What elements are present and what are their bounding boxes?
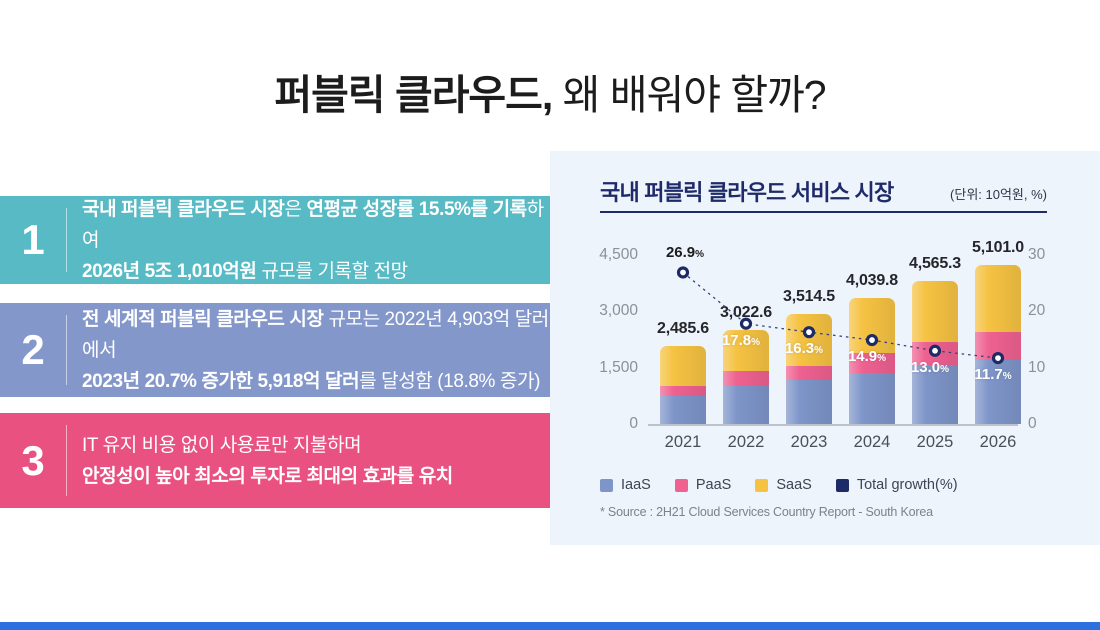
bar-segment-iaas [849, 372, 895, 424]
growth-percent-label: 17.8% [721, 331, 761, 349]
x-axis-line [648, 424, 1018, 426]
chart-source: * Source : 2H21 Cloud Services Country R… [600, 505, 933, 519]
point-line: IT 유지 비용 없이 사용료만 지불하며 [82, 434, 362, 456]
x-axis-label: 2024 [853, 433, 891, 451]
growth-percent-label: 16.3% [784, 340, 824, 358]
x-axis-label: 2023 [790, 433, 828, 451]
footer-accent-bar [0, 622, 1100, 630]
y-axis-left-tick: 0 [629, 415, 638, 432]
bar-segment-iaas [786, 380, 832, 424]
bar-value-label: 4,039.8 [846, 271, 898, 289]
y-axis-right-tick: 20 [1028, 302, 1046, 320]
point-number: 3 [21, 436, 45, 484]
growth-marker [676, 266, 690, 279]
title-segment: 퍼블릭 클라우드, [274, 72, 553, 118]
chart-panel: 국내 퍼블릭 클라우드 서비스 시장 (단위: 10억원, %) 4,500 3,… [550, 151, 1100, 545]
bar-highlight [975, 264, 1021, 424]
page-title: 퍼블릭 클라우드, 왜 배워야 할까? [0, 70, 1100, 120]
y-axis-right-tick: 10 [1028, 358, 1046, 376]
growth-percent-label: 13.0% [910, 358, 950, 376]
x-axis-label: 2025 [916, 433, 954, 451]
chart-title: 국내 퍼블릭 클라우드 서비스 시장 [600, 180, 894, 205]
bar-segment-iaas [975, 359, 1021, 424]
point-line: 2026년 5조 1,010억원 규모를 기록할 전망 [82, 260, 408, 282]
growth-percent-label: 14.9% [847, 348, 887, 366]
bar-stack-2025 [912, 281, 958, 424]
legend-label: SaaS [776, 477, 812, 493]
legend-item-totalgrowth: Total growth(%) [835, 477, 958, 493]
chart-title-underline [600, 211, 1047, 213]
point-divider [66, 425, 67, 496]
point-divider [66, 315, 67, 385]
x-axis-label: 2022 [727, 433, 765, 451]
point-divider [66, 208, 67, 272]
bar-segment-paas [723, 371, 769, 386]
chart-unit-label: (단위: 10억원, %) [950, 187, 1047, 202]
title-segment: 왜 배워야 할까? [552, 72, 827, 118]
point-line: 2023년 20.7% 증가한 5,918억 달러를 달성함 (18.8% 증가… [82, 370, 541, 392]
legend-swatch-iaas [600, 478, 613, 492]
x-axis-label: 2026 [979, 433, 1017, 451]
bar-segment-iaas [660, 396, 706, 424]
bar-highlight [912, 281, 958, 424]
point-line: 국내 퍼블릭 클라우드 시장은 연평균 성장률 15.5%를 기록하여 [82, 198, 544, 251]
info-box-2: 2 전 세계적 퍼블릭 클라우드 시장 규모는 2022년 4,903억 달러에서… [0, 303, 551, 397]
bar-value-label: 3,022.6 [720, 303, 772, 321]
bar-segment-iaas [723, 385, 769, 424]
legend-label: Total growth(%) [856, 477, 958, 493]
bar-stack-2026 [975, 264, 1021, 424]
point-line: 안정성이 높아 최소의 투자로 최대의 효과를 유치 [82, 465, 453, 487]
legend-item-saas: SaaS [755, 477, 812, 493]
info-box-1: 1 국내 퍼블릭 클라우드 시장은 연평균 성장률 15.5%를 기록하여 2026… [0, 196, 551, 284]
point-number: 2 [21, 326, 45, 373]
bar-stack-2023 [786, 314, 832, 424]
y-axis-right-tick: 30 [1028, 246, 1046, 263]
bar-value-label: 4,565.3 [909, 255, 961, 273]
legend-item-iaas: IaaS [600, 477, 651, 493]
legend-swatch-paas [674, 478, 688, 492]
point-number: 1 [21, 216, 45, 263]
growth-percent-label: 26.9% [665, 244, 705, 262]
legend-label: PaaS [695, 477, 732, 493]
growth-percent-label: 11.7% [974, 366, 1012, 384]
bar-segment-paas [660, 385, 706, 397]
bar-highlight [660, 346, 706, 424]
legend-swatch-saas [755, 478, 769, 492]
y-axis-left-tick: 3,000 [599, 302, 638, 320]
point-line: 전 세계적 퍼블릭 클라우드 시장 규모는 2022년 4,903억 달러에서 [82, 308, 549, 361]
bar-highlight [786, 314, 832, 424]
y-axis-left-tick: 4,500 [599, 246, 638, 263]
bar-segment-paas [786, 365, 832, 381]
bar-stack-2021 [660, 346, 706, 424]
y-axis-right-tick: 0 [1028, 415, 1037, 432]
point-text: 전 세계적 퍼블릭 클라우드 시장 규모는 2022년 4,903억 달러에서 2… [67, 304, 551, 397]
legend-swatch-totalgrowth [835, 478, 849, 492]
bar-segment-iaas [912, 364, 958, 424]
point-text: 국내 퍼블릭 클라우드 시장은 연평균 성장률 15.5%를 기록하여 2026년… [67, 194, 551, 287]
legend-item-paas: PaaS [674, 477, 732, 493]
bar-value-label: 3,514.5 [783, 288, 835, 306]
x-axis-label: 2021 [664, 433, 702, 451]
legend-label: IaaS [621, 477, 651, 493]
y-axis-left-tick: 1,500 [599, 358, 638, 376]
chart-legend: IaaS PaaS SaaS Total growth(%) [600, 477, 958, 493]
bar-value-label: 5,101.0 [972, 238, 1024, 256]
